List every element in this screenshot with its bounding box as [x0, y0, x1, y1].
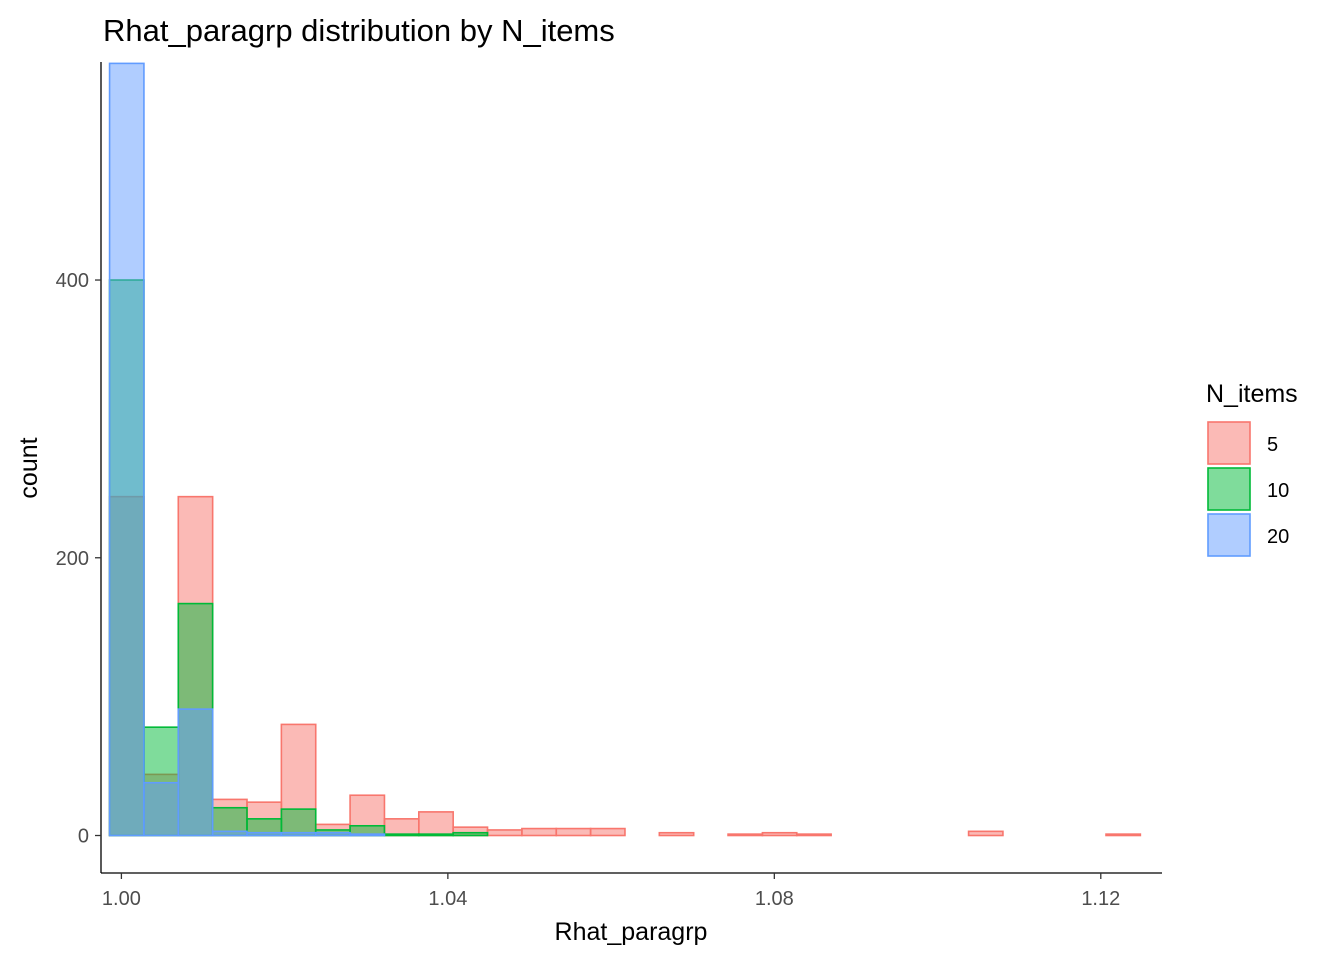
histogram-bar-series-20-bin-1	[143, 781, 180, 837]
histogram-bar-series-20-bin-5	[280, 831, 317, 837]
y-axis-title: count	[15, 437, 43, 498]
y-tick-label: 0	[78, 826, 89, 848]
histogram-bar-series-20-bin-7	[349, 833, 386, 837]
legend-key-10	[1207, 467, 1251, 511]
histogram-bar-series-20-bin-3	[211, 830, 248, 837]
histogram-bar-series-5-bin-19	[761, 831, 798, 837]
bars-layer	[108, 62, 1142, 837]
legend: N_items 5 10 20	[1206, 380, 1298, 557]
y-ticks: 0 200 400	[56, 270, 101, 848]
x-tick-label: 1.12	[1081, 888, 1120, 910]
legend-key-20	[1207, 513, 1251, 557]
histogram-bar-series-5-bin-25	[967, 830, 1004, 837]
legend-label-10: 10	[1267, 480, 1289, 502]
x-axis-title: Rhat_paragrp	[555, 918, 708, 946]
y-tick-label: 400	[56, 270, 89, 292]
histogram-bar-series-10-bin-10	[452, 831, 489, 837]
x-ticks: 1.00 1.04 1.08 1.12	[102, 873, 1120, 910]
x-tick-label: 1.04	[428, 888, 467, 910]
histogram-bar-series-5-bin-29	[1105, 833, 1142, 837]
histogram-bar-series-5-bin-11	[486, 829, 523, 837]
histogram-bar-series-10-bin-8	[383, 833, 420, 837]
x-tick-label: 1.08	[755, 888, 794, 910]
legend-label-20: 20	[1267, 526, 1289, 548]
histogram-bar-series-20-bin-0	[108, 62, 145, 837]
legend-label-5: 5	[1267, 434, 1278, 456]
x-tick-label: 1.00	[102, 888, 141, 910]
histogram-bar-series-5-bin-8	[383, 818, 420, 837]
histogram-bar-series-5-bin-16	[658, 831, 695, 837]
histogram-bar-series-10-bin-5	[280, 808, 317, 837]
histogram-bar-series-20-bin-6	[314, 831, 351, 837]
histogram-bar-series-20-bin-2	[177, 708, 214, 837]
chart-title: Rhat_paragrp distribution by N_items	[103, 13, 615, 48]
histogram-bar-series-5-bin-13	[555, 827, 592, 837]
histogram-bar-series-5-bin-12	[521, 827, 558, 837]
histogram-bar-series-5-bin-14	[589, 827, 626, 837]
histogram-bar-series-5-bin-18	[727, 833, 764, 837]
y-tick-label: 200	[56, 548, 89, 570]
legend-title: N_items	[1206, 380, 1298, 408]
histogram-bar-series-5-bin-20	[795, 833, 832, 837]
histogram-bar-series-5-bin-9	[418, 811, 454, 837]
legend-key-5	[1207, 421, 1251, 465]
histogram-bar-series-10-bin-9	[418, 833, 454, 837]
histogram-bar-series-20-bin-4	[246, 831, 283, 837]
